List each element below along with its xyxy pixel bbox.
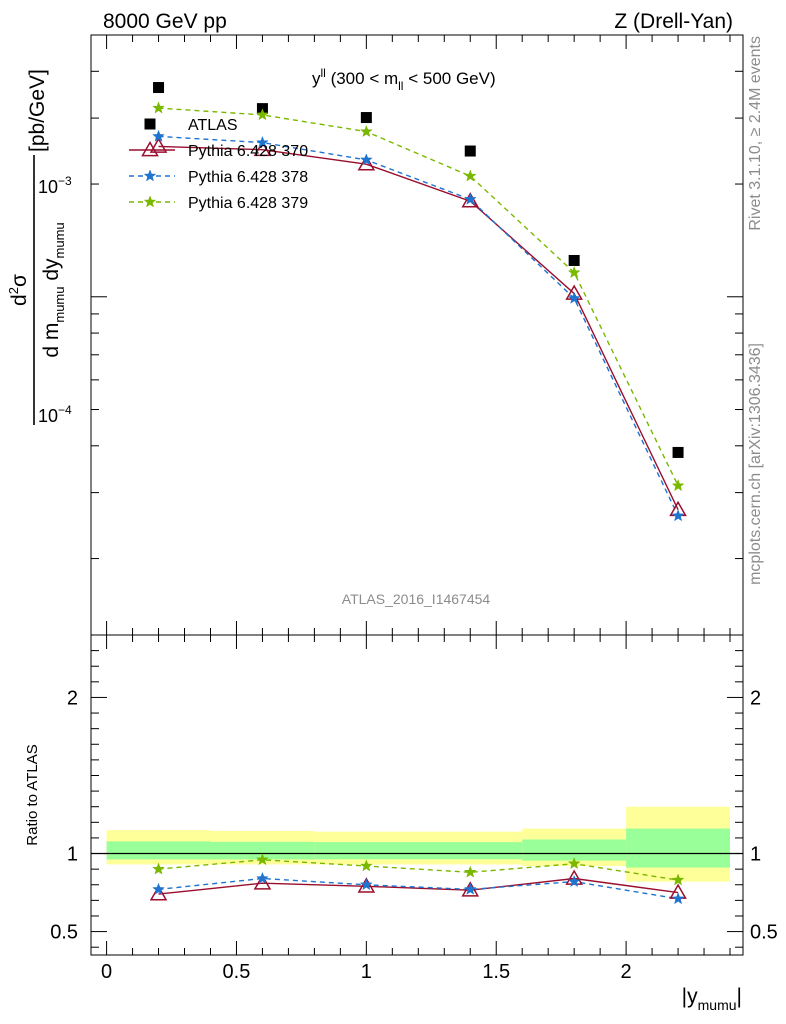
point-py370 bbox=[461, 192, 480, 208]
point-data bbox=[153, 82, 165, 94]
ratio-frame bbox=[90, 634, 744, 956]
ratio-point-py370 bbox=[253, 874, 272, 890]
ratio-point-py378 bbox=[567, 874, 581, 888]
point-py378 bbox=[359, 153, 373, 166]
ratio-ticks: 0.5 0.5 1 1 2 2 0 0.5 1 1.5 2 bbox=[50, 635, 778, 983]
x-axis-label: |ymumu| bbox=[682, 985, 742, 1013]
rivet-label: Rivet 3.1.10, ≥ 2.4M events bbox=[747, 36, 764, 231]
legend-marker bbox=[144, 118, 156, 130]
ratio-uncertainty-bands bbox=[91, 806, 743, 882]
header-right: Z (Drell-Yan) bbox=[614, 10, 733, 33]
ratio-ytick-label: 2 bbox=[67, 687, 78, 709]
ratio-point-py378 bbox=[359, 878, 373, 891]
main-ylabel: d2σ d mmumu dymumu [pb/GeV] bbox=[6, 69, 67, 425]
point-py378 bbox=[567, 291, 581, 304]
ratio-ytick-label: 1 bbox=[67, 844, 78, 866]
ratio-point-py378 bbox=[671, 892, 685, 905]
point-py370 bbox=[149, 137, 168, 153]
series-line-py379 bbox=[158, 107, 679, 487]
main-title: yll (300 < mll < 500 GeV) bbox=[312, 66, 496, 93]
legend-label: Pythia 6.428 379 bbox=[188, 195, 308, 212]
band-inner bbox=[522, 839, 627, 861]
analysis-watermark: ATLAS_2016_I1467454 bbox=[342, 591, 491, 607]
point-data bbox=[568, 254, 580, 266]
legend-marker bbox=[141, 140, 159, 157]
xtick-label: 0.5 bbox=[223, 961, 251, 983]
main-series-markers bbox=[149, 82, 687, 522]
main-ytick-label: 10−3 bbox=[38, 174, 72, 197]
ratio-point-py370 bbox=[357, 877, 376, 893]
ratio-point-py379 bbox=[671, 873, 685, 886]
point-py379 bbox=[671, 478, 685, 492]
band-inner bbox=[210, 841, 315, 860]
point-py378 bbox=[463, 192, 477, 205]
series-line-py378 bbox=[158, 135, 679, 517]
legend-label: Pythia 6.428 378 bbox=[188, 169, 308, 186]
band-inner bbox=[106, 841, 211, 860]
band-inner bbox=[314, 842, 523, 860]
point-py379 bbox=[256, 108, 269, 121]
ratio-series-markers bbox=[149, 853, 687, 905]
legend-entry: Pythia 6.428 370 bbox=[129, 140, 308, 160]
ratio-line-py370 bbox=[158, 877, 679, 895]
ratio-ytick-label: 1 bbox=[750, 844, 761, 866]
ratio-point-py378 bbox=[463, 882, 477, 895]
ratio-ytick-label: 0.5 bbox=[750, 922, 778, 944]
xtick-label: 1.5 bbox=[482, 961, 510, 983]
legend-label: Pythia 6.428 370 bbox=[188, 143, 308, 160]
point-py378 bbox=[152, 129, 165, 142]
point-py379 bbox=[463, 169, 477, 182]
ratio-point-py378 bbox=[152, 882, 165, 895]
legend-entry: Pythia 6.428 379 bbox=[129, 195, 308, 212]
point-py379 bbox=[567, 265, 581, 279]
ratio-line-py378 bbox=[158, 877, 679, 900]
legend: ATLAS Pythia 6.428 370 Pythia 6.428 378 Pyt… bbox=[129, 117, 308, 212]
legend-entry: ATLAS bbox=[144, 117, 238, 134]
point-data bbox=[672, 446, 684, 458]
ratio-ylabel: Ratio to ATLAS bbox=[24, 744, 41, 845]
point-py379 bbox=[359, 124, 373, 138]
legend-marker bbox=[143, 169, 157, 182]
main-series-lines bbox=[158, 107, 679, 517]
point-py370 bbox=[357, 155, 376, 171]
ratio-point-py370 bbox=[149, 885, 168, 901]
ratio-point-py379 bbox=[256, 853, 269, 866]
ratio-point-py379 bbox=[567, 856, 581, 870]
xtick-label: 0 bbox=[101, 961, 112, 983]
svg-text:d mmumu dymumu: d mmumu dymumu bbox=[40, 222, 67, 357]
legend-label: ATLAS bbox=[188, 117, 238, 134]
ratio-point-py379 bbox=[463, 865, 477, 878]
ratio-ytick-label: 0.5 bbox=[50, 922, 78, 944]
mcplots-label: mcplots.cern.ch [arXiv:1306.3436] bbox=[747, 343, 764, 585]
point-data bbox=[464, 145, 476, 157]
ratio-line-py379 bbox=[158, 859, 679, 881]
main-y-ticks bbox=[91, 34, 743, 635]
point-py370 bbox=[253, 140, 272, 157]
series-line-py370 bbox=[158, 145, 679, 511]
ratio-point-py378 bbox=[256, 871, 269, 884]
xtick-label: 2 bbox=[621, 961, 632, 983]
point-py378 bbox=[256, 135, 269, 149]
main-ytick-label: 10−4 bbox=[38, 403, 72, 426]
ratio-point-py379 bbox=[359, 859, 373, 872]
ratio-ytick-label: 2 bbox=[750, 687, 761, 709]
band-inner bbox=[626, 828, 731, 868]
point-py378 bbox=[671, 509, 685, 522]
point-data bbox=[360, 112, 372, 124]
xtick-label: 1 bbox=[361, 961, 372, 983]
legend-marker bbox=[143, 195, 157, 208]
ratio-series-lines bbox=[158, 859, 679, 900]
header-left: 8000 GeV pp bbox=[103, 10, 227, 33]
point-py379 bbox=[152, 101, 165, 114]
legend-entry: Pythia 6.428 378 bbox=[129, 169, 308, 186]
ratio-point-py379 bbox=[152, 862, 165, 875]
svg-text:[pb/GeV]: [pb/GeV] bbox=[26, 69, 49, 152]
svg-text:d2σ: d2σ bbox=[6, 274, 31, 306]
